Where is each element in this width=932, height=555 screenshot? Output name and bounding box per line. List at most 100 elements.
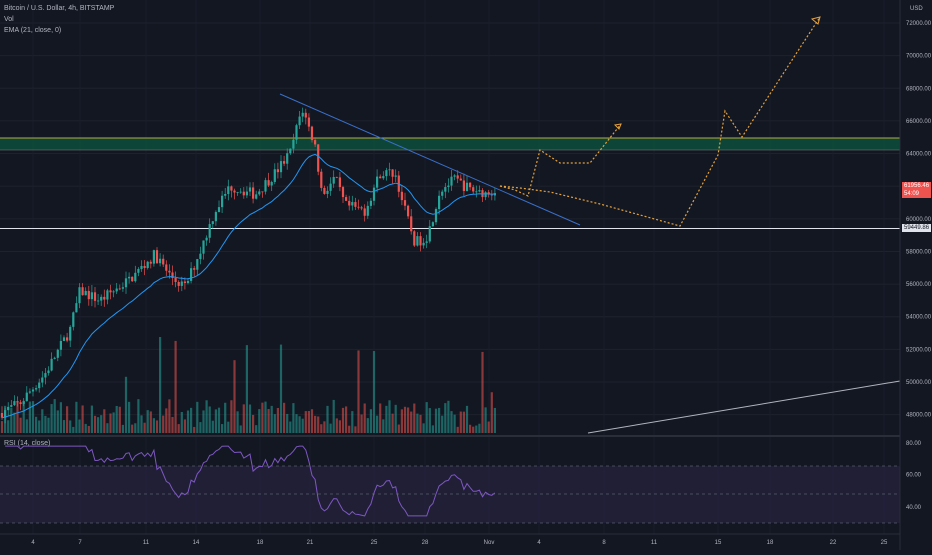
candle-body <box>320 171 323 188</box>
candle-body <box>19 402 22 404</box>
candle-body <box>202 240 205 254</box>
rsi-line[interactable] <box>5 445 496 517</box>
volume-bar <box>230 400 233 433</box>
candle-body <box>258 191 261 195</box>
rsi-band <box>0 466 900 523</box>
volume-bar <box>434 408 438 433</box>
volume-bar <box>363 403 366 433</box>
volume-bar <box>267 409 270 433</box>
candle-body <box>0 413 4 418</box>
volume-bar <box>345 406 348 433</box>
candle-body <box>245 191 248 196</box>
volume-bar <box>419 414 422 433</box>
candle-body <box>13 401 16 406</box>
candle-body <box>159 258 162 264</box>
candle-body <box>236 192 239 193</box>
candle-body <box>53 357 56 359</box>
symbol-title[interactable]: Bitcoin / U.S. Dollar, 4h, BITSTAMP <box>4 5 115 12</box>
candle-body <box>199 253 202 260</box>
price-tick-label: 70000.00 <box>906 54 932 60</box>
candle-body <box>72 312 75 327</box>
volume-bar <box>462 411 465 433</box>
resistance-zone[interactable] <box>0 138 900 150</box>
candle-body <box>407 205 410 217</box>
rsi-tick-label: 60.00 <box>906 472 922 478</box>
volume-bar <box>376 415 379 433</box>
candle-body <box>264 180 267 192</box>
candle-body <box>450 176 453 186</box>
time-tick-label: 22 <box>830 540 837 546</box>
price-tick-label: 72000.00 <box>906 21 932 27</box>
volume-bar <box>193 426 196 433</box>
volume-bar <box>403 406 407 433</box>
price-tick-label: 48000.00 <box>906 413 932 419</box>
volume-bar <box>165 408 168 433</box>
volume-bar <box>410 411 413 433</box>
candle-body <box>279 161 283 173</box>
volume-bar <box>62 420 66 433</box>
ema-line[interactable] <box>1 153 495 419</box>
time-axis[interactable]: 4 7 11 14 18 21 25 28 Nov 4 8 11 15 18 22 25 <box>31 540 888 546</box>
long-diagonal-line[interactable] <box>587 380 901 434</box>
volume-bar <box>140 415 143 433</box>
volume-bar <box>208 406 211 433</box>
candle-body <box>35 388 38 390</box>
candle-body <box>112 291 115 293</box>
price-axis[interactable] <box>900 0 932 550</box>
candle-body <box>109 290 112 293</box>
volume-bar <box>357 350 360 433</box>
volume-bar <box>186 410 190 433</box>
volume-bar <box>149 411 152 433</box>
candle-body <box>47 370 50 374</box>
candle-body <box>298 116 301 126</box>
current-price: 61956.46 <box>904 183 930 189</box>
candle-body <box>403 200 407 206</box>
volume-legend[interactable]: Vol <box>4 16 14 23</box>
candlestick-series <box>0 107 496 424</box>
candle-body <box>304 112 307 118</box>
volume-bar <box>56 410 59 433</box>
volume-bar <box>273 414 276 433</box>
ema-legend[interactable]: EMA (21, close, 0) <box>4 27 62 34</box>
volume-bar <box>224 402 227 433</box>
volume-bar <box>276 408 279 433</box>
projection-path-upper[interactable] <box>499 123 622 197</box>
descending-trendline[interactable] <box>279 93 581 226</box>
candle-body <box>267 180 270 186</box>
projection-path-lower[interactable] <box>499 16 821 227</box>
candle-body <box>444 187 447 192</box>
candle-body <box>16 401 19 403</box>
volume-bar <box>264 401 267 433</box>
candle-body <box>332 176 335 184</box>
volume-bar <box>400 409 403 433</box>
horizontal-line-price-badge: 59449.86 <box>902 224 932 232</box>
volume-bar <box>221 424 224 433</box>
rsi-legend[interactable]: RSI (14, close) <box>4 440 51 447</box>
candle-body <box>140 265 143 269</box>
time-tick-label: 4 <box>537 540 541 546</box>
candle-body <box>317 144 320 172</box>
bar-countdown: 54:09 <box>904 191 920 197</box>
candle-body <box>248 187 252 192</box>
candle-body <box>239 191 242 193</box>
volume-bar <box>87 425 90 433</box>
candle-body <box>351 202 354 206</box>
time-tick-label: 15 <box>715 540 722 546</box>
volume-bar <box>481 351 484 433</box>
volume-bar <box>338 420 341 433</box>
volume-bar <box>41 409 44 433</box>
candle-body <box>391 169 394 177</box>
candle-body <box>413 231 416 246</box>
candle-body <box>162 258 165 265</box>
rsi-tick-label: 40.00 <box>906 505 922 511</box>
volume-bar <box>239 425 242 433</box>
price-tick-label: 50000.00 <box>906 380 932 386</box>
candle-body <box>431 222 434 227</box>
volume-bar <box>283 402 286 433</box>
price-tick-label: 60000.00 <box>906 217 932 223</box>
candle-body <box>227 186 230 195</box>
candle-body <box>4 410 7 418</box>
candle-body <box>41 377 44 383</box>
volume-bar <box>475 425 478 433</box>
